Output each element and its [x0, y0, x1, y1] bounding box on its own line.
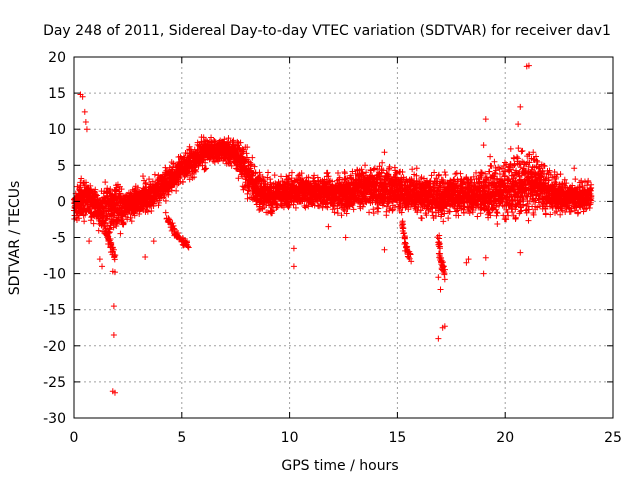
outlier-point: [482, 254, 489, 261]
outlier-point: [480, 270, 487, 277]
outlier-point: [79, 93, 86, 100]
outlier-point: [435, 335, 442, 342]
outlier-point: [139, 173, 146, 180]
x-tick-label: 10: [281, 430, 299, 446]
y-tick-label: 5: [57, 158, 66, 174]
x-tick-label: 20: [496, 430, 514, 446]
x-axis-label: GPS time / hours: [281, 458, 398, 474]
chart-title: Day 248 of 2011, Sidereal Day-to-day VTE…: [43, 23, 611, 39]
outlier-point: [342, 234, 349, 241]
outlier-point: [86, 238, 93, 245]
outlier-point: [81, 108, 88, 115]
x-tick-label: 25: [604, 430, 622, 446]
outlier-point: [480, 142, 487, 149]
outlier-point: [381, 149, 388, 156]
outlier-point: [515, 121, 522, 128]
outlier-point: [82, 118, 89, 125]
outlier-point: [437, 286, 444, 293]
outlier-point: [463, 259, 470, 266]
outlier-point: [525, 62, 532, 69]
outlier-point: [435, 274, 442, 281]
outlier-point: [482, 116, 489, 123]
outlier-point: [517, 103, 524, 110]
outlier-point: [519, 147, 526, 154]
y-tick-label: -5: [52, 231, 66, 247]
outlier-point: [439, 324, 446, 331]
outlier-point: [325, 223, 332, 230]
x-tick-label: 5: [177, 430, 186, 446]
y-tick-label: -30: [43, 411, 66, 427]
y-tick-label: -15: [43, 303, 66, 319]
outlier-point: [362, 162, 369, 169]
outlier-point: [517, 249, 524, 256]
outlier-point: [381, 246, 388, 253]
y-tick-label: 0: [57, 194, 66, 210]
y-tick-label: -20: [43, 339, 66, 355]
y-tick-label: 20: [48, 50, 66, 66]
outlier-point: [99, 263, 106, 270]
outlier-point: [290, 263, 297, 270]
y-axis-label: SDTVAR / TECUs: [7, 181, 23, 296]
outlier-point: [142, 253, 149, 260]
outlier-point: [111, 389, 118, 396]
y-tick-label: -25: [43, 375, 66, 391]
outlier-point: [461, 176, 468, 183]
x-tick-label: 0: [70, 430, 79, 446]
outlier-point: [413, 165, 420, 172]
outlier-point: [110, 303, 117, 310]
outlier-point: [441, 276, 448, 283]
x-tick-label: 15: [388, 430, 406, 446]
outlier-point: [290, 245, 297, 252]
outlier-point: [110, 331, 117, 338]
data-points: [71, 62, 595, 396]
outlier-point: [530, 149, 537, 156]
outlier-point: [111, 269, 118, 276]
y-tick-label: 15: [48, 86, 66, 102]
outlier-point: [150, 238, 157, 245]
data-point-cloud: [71, 134, 595, 278]
y-tick-label: 10: [48, 122, 66, 138]
outlier-point: [571, 165, 578, 172]
outlier-point: [487, 153, 494, 160]
axis-ticks: 0 5 10 15 20 25 20 15 10 5 0 -5 -10 -15 -20 -25 -30: [43, 50, 622, 446]
outlier-point: [265, 169, 272, 176]
outlier-point: [491, 158, 498, 165]
outlier-point: [96, 256, 103, 263]
outlier-point: [83, 126, 90, 133]
outlier-point: [465, 256, 472, 263]
outlier-point: [448, 185, 455, 192]
y-tick-label: -10: [43, 267, 66, 283]
